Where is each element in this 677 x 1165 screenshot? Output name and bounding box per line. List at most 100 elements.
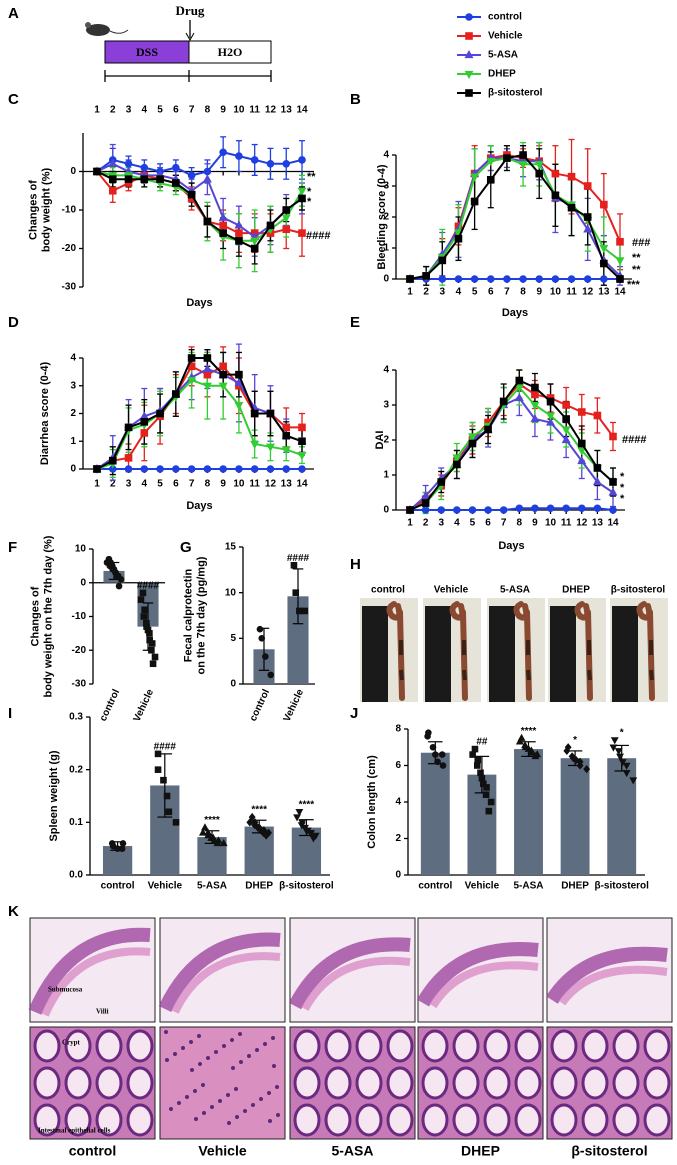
marker [235,229,243,237]
marker [563,746,571,756]
marker [250,440,260,450]
legend-label: 5-ASA [488,50,518,61]
x-tick-label: 6 [173,105,179,116]
marker [464,50,474,59]
marker [530,414,540,423]
marker [615,257,625,266]
y-tick-label: 0 [70,166,76,177]
tissue-band-inner [429,961,539,1009]
ruler [362,606,388,702]
marker [439,762,447,769]
marker [298,423,306,432]
crypt [581,1103,609,1137]
y-tick-label: 4 [70,353,76,364]
y-axis-label: Changes of [27,180,39,240]
marker [250,156,259,164]
marker [218,382,228,391]
marker [119,840,127,847]
marker [576,761,584,770]
marker [546,417,556,426]
marker [454,275,463,283]
y-tick-label: 2 [70,408,76,419]
crypt [421,1066,449,1100]
y-tick-label: 0.1 [69,817,83,828]
significance-label: **** [251,805,267,816]
marker [262,653,269,660]
marker [593,411,602,420]
y-tick-label: -20 [62,243,77,254]
crypt [33,1103,61,1137]
marker [219,465,227,473]
ruler [550,606,576,702]
x-tick-label: 1 [407,518,413,529]
x-tick-label: 3 [126,105,132,116]
series-line [96,364,302,470]
y-axis-label: Colon length (cm) [366,755,378,849]
x-tick-label: DHEP [561,881,589,892]
marker [616,753,624,761]
x-tick-label: 4 [142,479,148,490]
significance-label: * [620,482,625,494]
colon-content [399,640,404,681]
significance-label: **** [521,726,537,737]
marker [470,173,480,182]
marker [531,751,540,760]
cell-nucleus [201,1083,205,1087]
marker [464,70,474,79]
y-tick-label: 3 [70,380,76,391]
crypt [643,1029,671,1063]
marker [477,769,484,777]
marker [469,751,476,758]
marker [531,504,539,513]
h2o-label: H2O [218,45,243,59]
y-tick-label: 3 [383,181,389,192]
marker [487,798,495,806]
significance-label: * [620,493,625,505]
x-tick-label: 12 [265,105,277,116]
significance-label: #### [137,581,160,592]
marker [124,175,133,183]
tissue-band [28,927,151,1015]
dss-label: DSS [136,45,158,59]
marker [473,762,481,769]
marker [282,431,291,440]
x-tick-label: 14 [614,287,626,298]
marker [465,13,473,21]
crypt [452,1029,480,1063]
marker [140,163,149,172]
marker [484,425,492,434]
crypt [386,1066,414,1100]
marker [258,635,266,642]
x-tick-label: 12 [582,287,594,298]
x-tick-label: 14 [607,518,619,529]
marker [562,415,570,423]
x-tick-label: 2 [110,479,116,490]
marker [438,751,446,758]
panel-letter: A [8,5,19,22]
crypt [386,1029,414,1063]
series-line [96,368,303,470]
cell-nucleus [263,1042,267,1046]
cell-nucleus [259,1097,263,1101]
cell-nucleus [185,1095,189,1099]
x-tick-label: Vehicle [465,881,500,892]
tissue-band-inner [41,947,151,1017]
drug-label: Drug [176,3,205,18]
crypt [95,1103,123,1137]
marker [424,733,431,740]
x-tick-label: 11 [249,105,260,116]
significance-label: #### [287,553,310,564]
cell-nucleus [234,1087,238,1091]
crypt [355,1066,383,1100]
marker [296,607,303,615]
marker [154,766,162,773]
crypt [324,1103,352,1137]
marker [203,217,212,226]
marker [148,646,155,654]
x-tick-label: 2 [110,105,116,116]
marker [298,465,306,473]
x-tick-label: control [418,881,452,892]
marker [108,186,117,195]
y-tick-label: -10 [72,611,87,622]
marker [470,275,479,283]
